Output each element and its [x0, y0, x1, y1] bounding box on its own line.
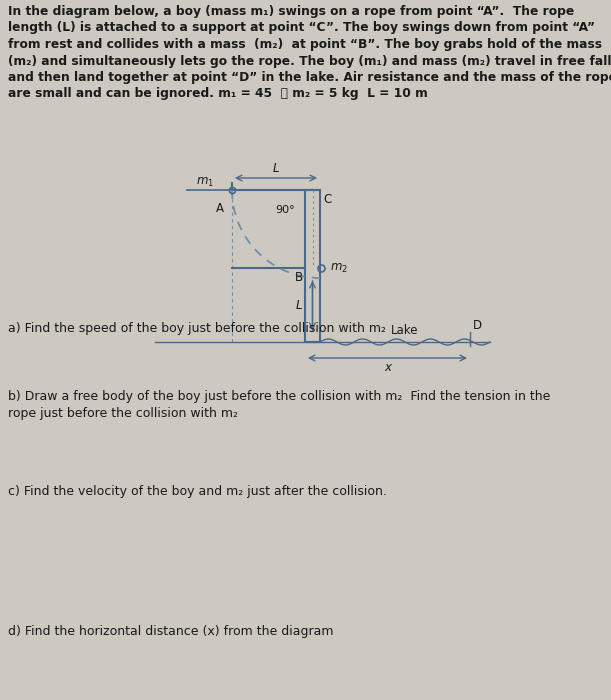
Text: A: A: [216, 202, 224, 215]
Text: d) Find the horizontal distance (x) from the diagram: d) Find the horizontal distance (x) from…: [8, 625, 334, 638]
Text: C: C: [323, 193, 331, 206]
Text: x: x: [384, 361, 391, 374]
Text: L: L: [273, 162, 279, 175]
Text: In the diagram below, a boy (mass m₁) swings on a rope from point “A”.  The rope: In the diagram below, a boy (mass m₁) sw…: [8, 5, 611, 101]
Text: 90°: 90°: [275, 205, 295, 215]
Text: a) Find the speed of the boy just before the collision with m₂: a) Find the speed of the boy just before…: [8, 322, 386, 335]
Text: $m_1$: $m_1$: [196, 176, 214, 188]
Text: D: D: [473, 319, 482, 332]
Bar: [305, 190, 320, 342]
Text: b) Draw a free body of the boy just before the collision with m₂  Find the tensi: b) Draw a free body of the boy just befo…: [8, 390, 551, 420]
Text: $m_2$: $m_2$: [330, 261, 348, 274]
Text: B: B: [295, 271, 303, 284]
Text: Lake: Lake: [391, 324, 419, 337]
Text: L: L: [296, 299, 302, 312]
Text: c) Find the velocity of the boy and m₂ just after the collision.: c) Find the velocity of the boy and m₂ j…: [8, 485, 387, 498]
